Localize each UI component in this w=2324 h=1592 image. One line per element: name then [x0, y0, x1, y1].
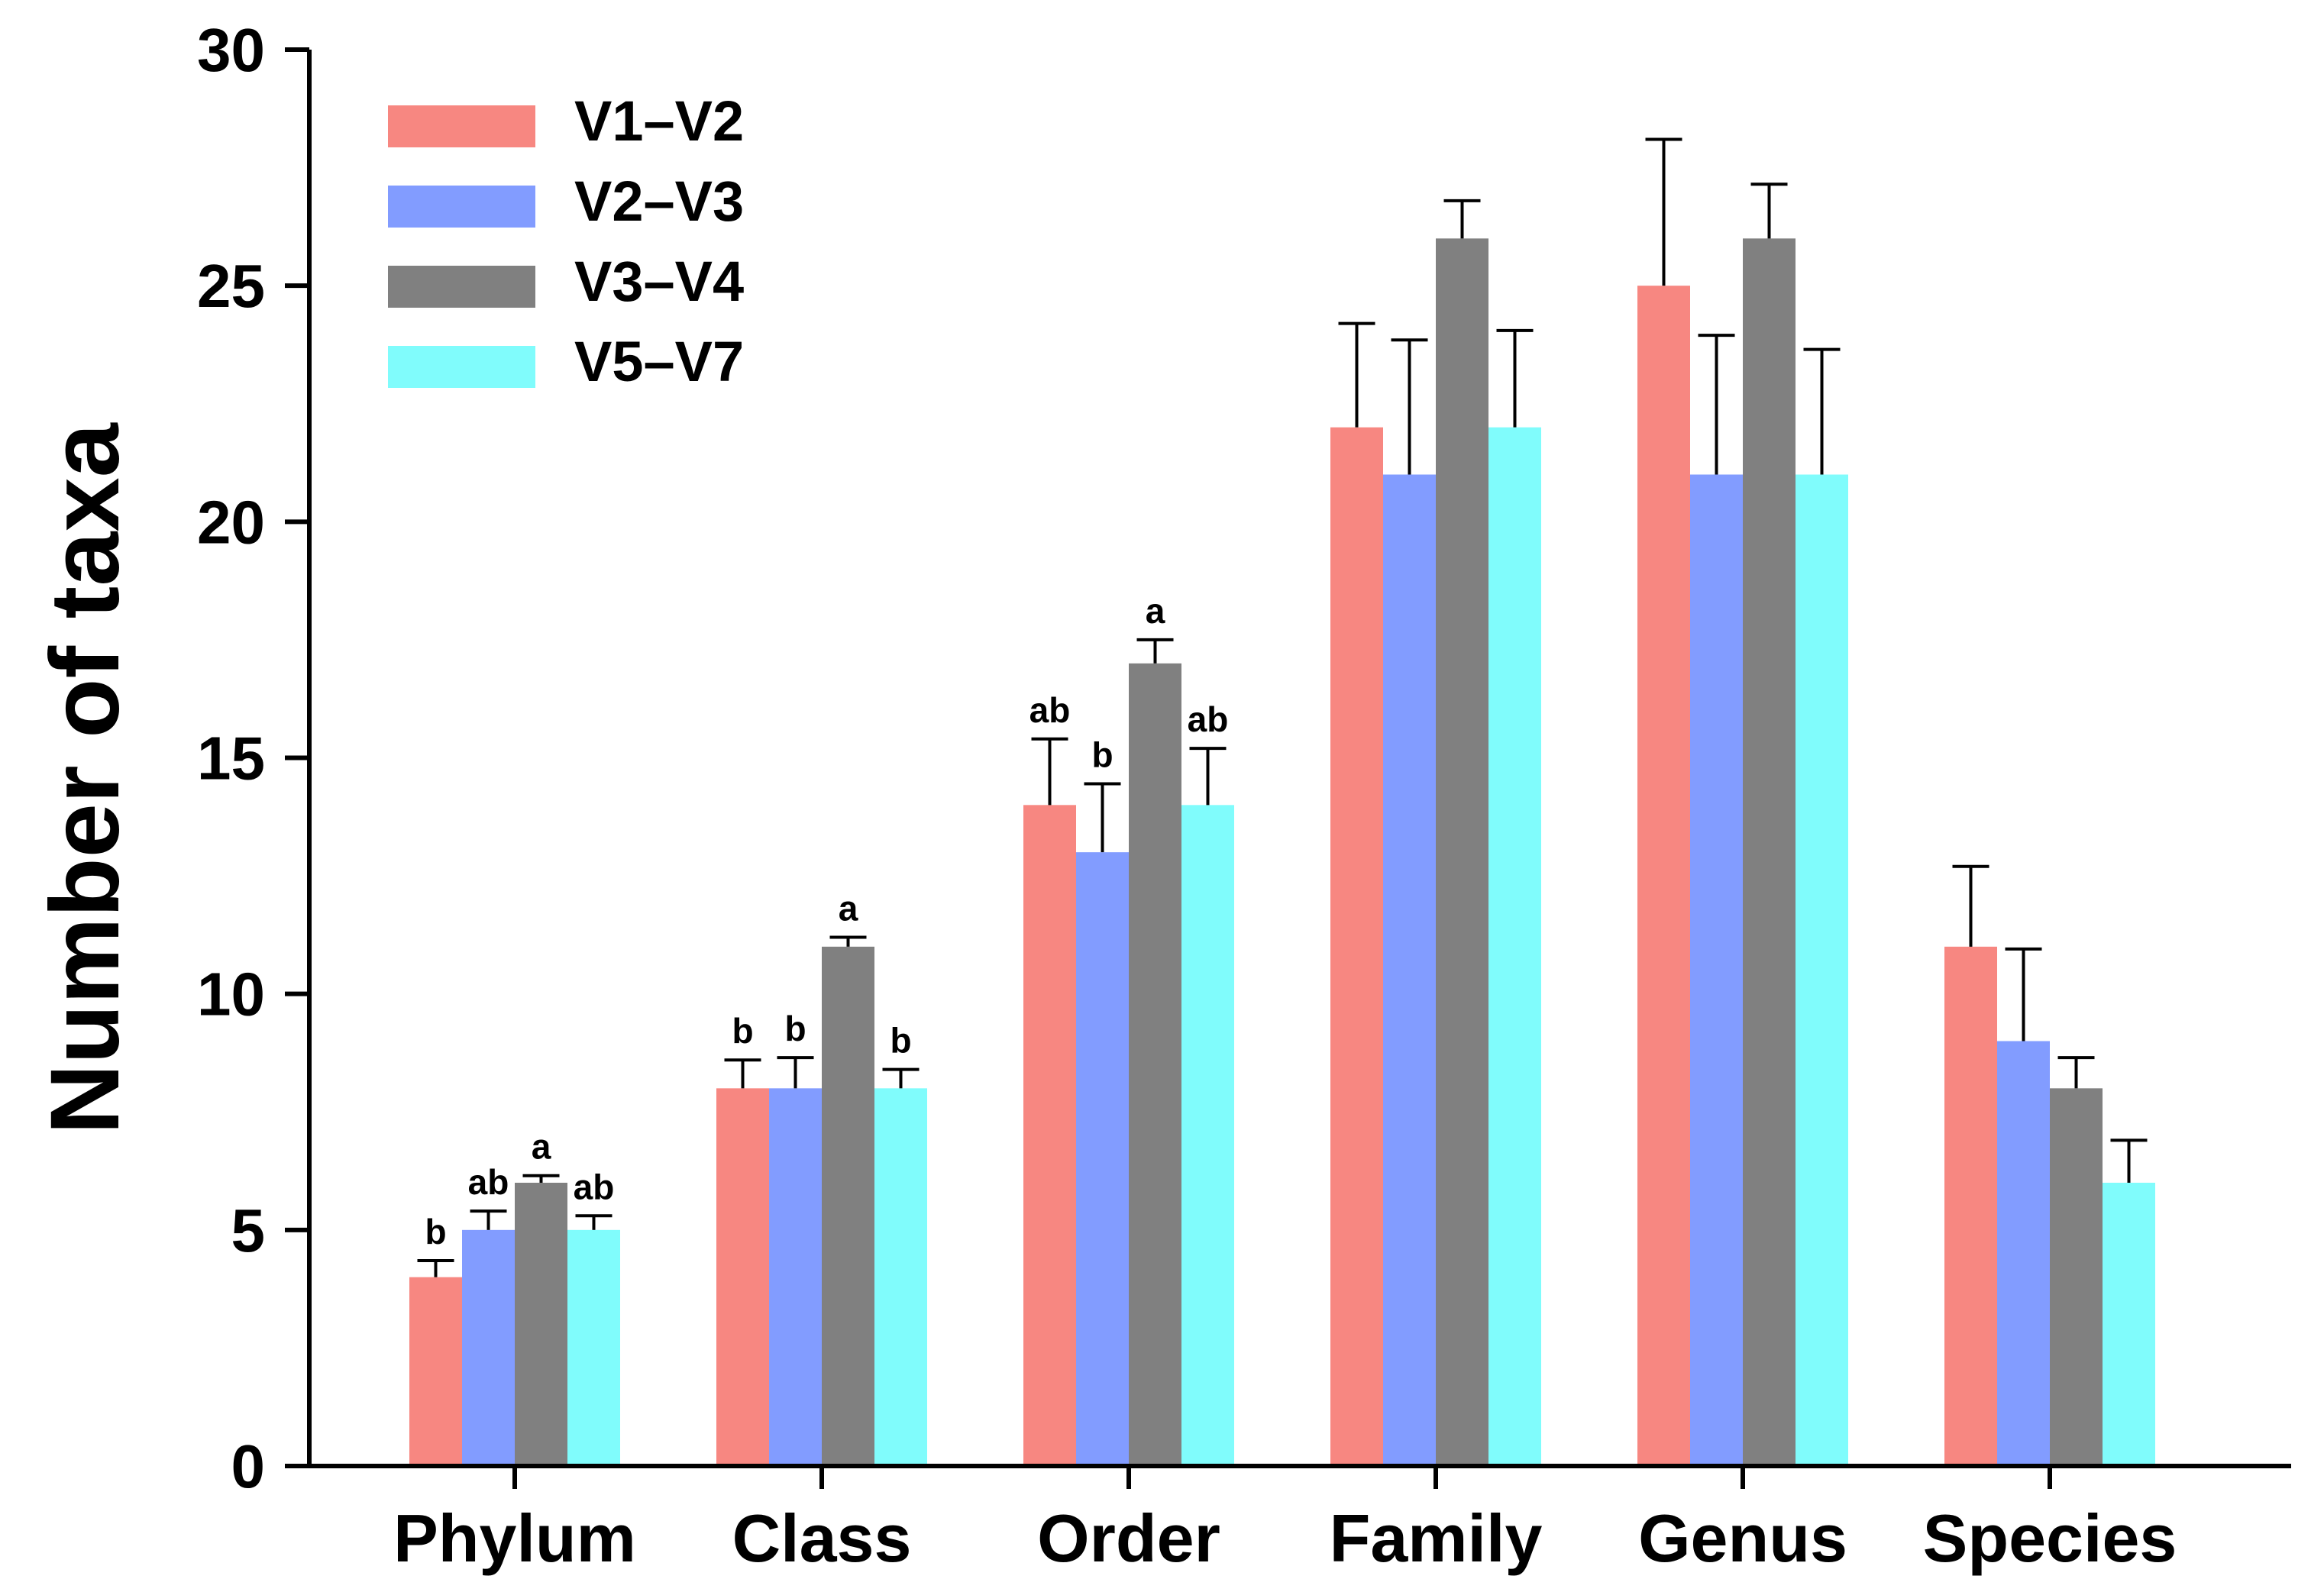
significance-label-class-series-2: b — [784, 1009, 806, 1048]
bar-species-series-3 — [2050, 1088, 2103, 1466]
bar-genus-series-4 — [1796, 474, 1848, 1466]
bar-class-series-3 — [822, 946, 874, 1466]
significance-label-order-series-1: ab — [1029, 690, 1071, 730]
bar-phylum-series-1 — [409, 1277, 462, 1466]
bar-order-series-3 — [1129, 663, 1181, 1467]
bar-class-series-1 — [716, 1088, 769, 1466]
bar-family-series-4 — [1488, 427, 1541, 1466]
significance-label-order-series-3: a — [1146, 591, 1165, 631]
bar-genus-series-1 — [1637, 286, 1690, 1467]
bar-phylum-series-2 — [462, 1229, 515, 1466]
significance-label-order-series-4: ab — [1188, 699, 1229, 739]
bar-family-series-2 — [1383, 474, 1436, 1466]
bar-phylum-series-3 — [515, 1183, 567, 1466]
bar-class-series-4 — [874, 1088, 927, 1466]
x-tick-label-species: Species — [1923, 1500, 2177, 1576]
legend-label-4: V5–V7 — [574, 330, 744, 393]
legend-swatch-2 — [388, 186, 535, 228]
y-tick-label-10: 10 — [197, 961, 265, 1029]
y-axis-label: Number of taxa — [31, 422, 140, 1135]
y-tick-label-30: 30 — [197, 16, 265, 84]
x-tick-label-family: Family — [1330, 1500, 1543, 1576]
significance-label-phylum-series-1: b — [425, 1212, 446, 1251]
significance-label-phylum-series-4: ab — [574, 1167, 615, 1206]
bar-family-series-1 — [1330, 427, 1383, 1466]
bar-order-series-1 — [1023, 805, 1076, 1466]
significance-label-order-series-2: b — [1091, 735, 1113, 775]
x-tick-label-phylum: Phylum — [393, 1500, 636, 1576]
significance-label-phylum-series-3: a — [532, 1127, 551, 1167]
bar-order-series-4 — [1181, 805, 1234, 1466]
bar-species-series-2 — [1997, 1041, 2050, 1466]
legend-label-1: V1–V2 — [574, 89, 744, 153]
bars-layer — [409, 238, 2155, 1467]
significance-label-class-series-1: b — [732, 1011, 753, 1051]
bar-genus-series-3 — [1743, 238, 1796, 1466]
bar-class-series-2 — [769, 1088, 822, 1466]
legend-label-2: V2–V3 — [574, 170, 744, 233]
y-tick-label-20: 20 — [197, 488, 265, 556]
y-tick-label-25: 25 — [197, 252, 265, 320]
axes-layer: 0 5 10 15 20 25 30 Phylum Class Order Family Genus S… — [197, 16, 2291, 1576]
bar-family-series-3 — [1436, 238, 1488, 1466]
significance-label-class-series-4: b — [890, 1021, 911, 1061]
legend-swatch-1 — [388, 105, 535, 147]
significance-label-class-series-3: a — [839, 888, 858, 928]
bar-order-series-2 — [1076, 852, 1129, 1466]
x-tick-label-order: Order — [1037, 1500, 1220, 1576]
bar-species-series-1 — [1944, 946, 1997, 1466]
legend-label-3: V3–V4 — [574, 250, 744, 313]
bar-species-series-4 — [2103, 1183, 2155, 1466]
bar-genus-series-2 — [1690, 474, 1743, 1466]
x-tick-label-class: Class — [732, 1500, 912, 1576]
bar-phylum-series-4 — [567, 1229, 620, 1466]
legend: V1–V2 V2–V3 V3–V4 V5–V7 — [388, 89, 744, 393]
y-tick-label-5: 5 — [231, 1196, 266, 1264]
legend-swatch-3 — [388, 266, 535, 308]
error-bars-layer — [417, 137, 2148, 1277]
significance-label-phylum-series-2: ab — [468, 1162, 509, 1202]
y-tick-label-15: 15 — [197, 725, 265, 793]
x-tick-label-genus: Genus — [1638, 1500, 1847, 1576]
y-tick-label-0: 0 — [231, 1432, 266, 1500]
legend-swatch-4 — [388, 346, 535, 388]
